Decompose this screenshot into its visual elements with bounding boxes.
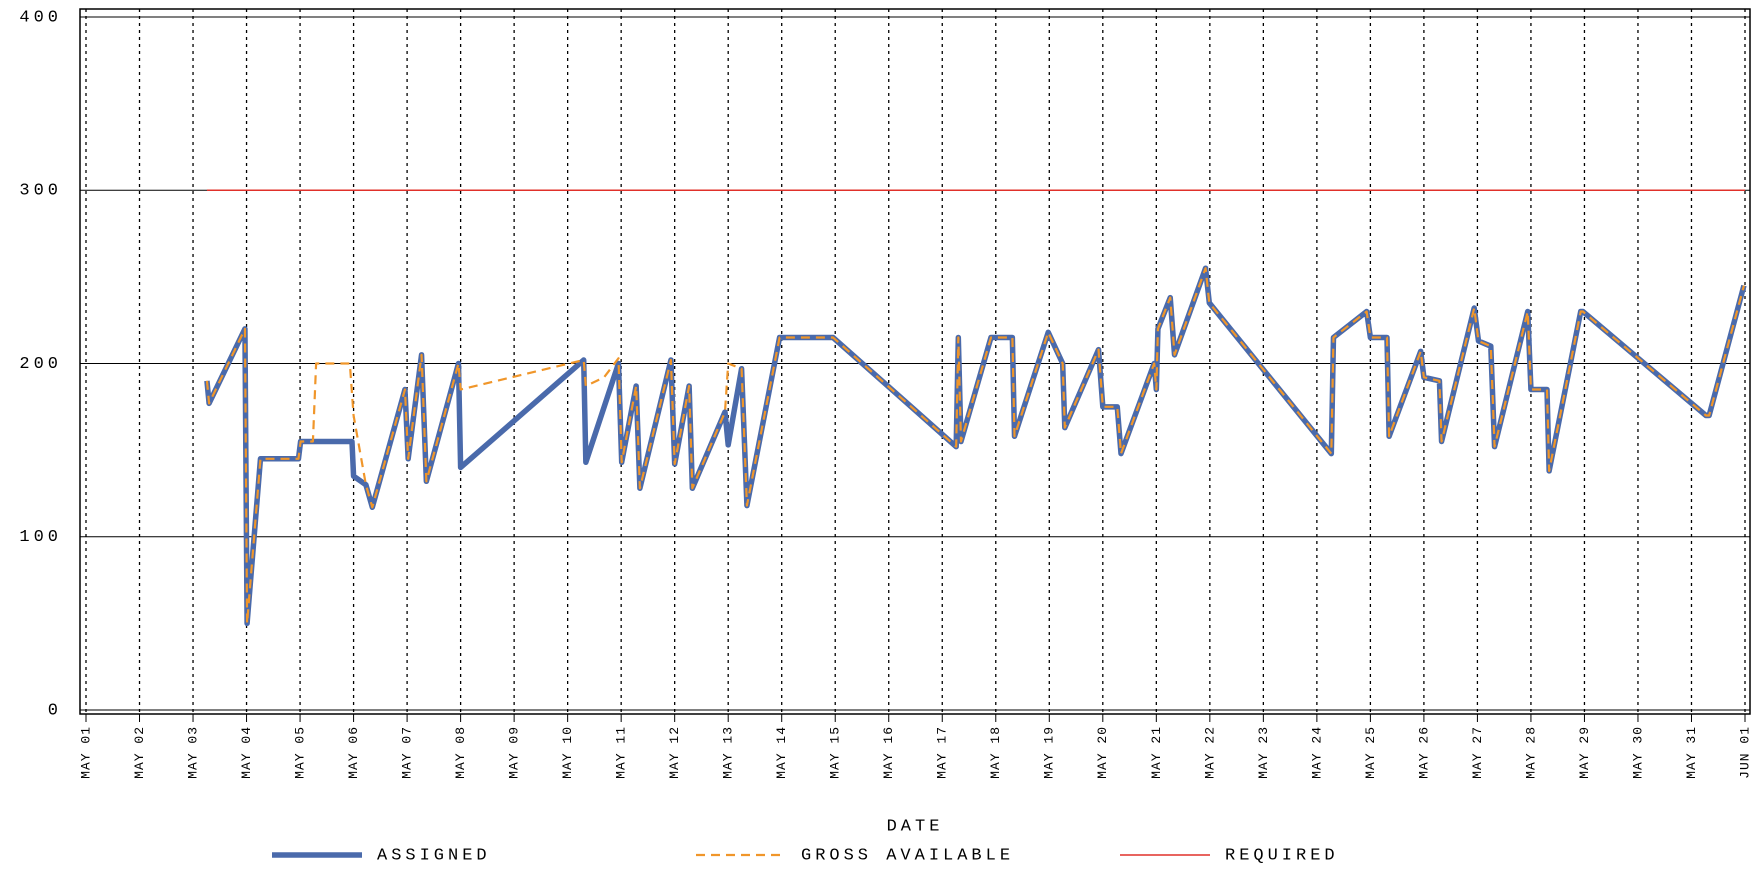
y-tick-label: 300: [19, 182, 62, 201]
x-tick-label: MAY 24: [1309, 726, 1324, 779]
x-tick-label: MAY 30: [1630, 726, 1645, 779]
x-tick-label: MAY 06: [346, 726, 361, 779]
x-tick-label: MAY 10: [560, 726, 575, 779]
x-tick-label: MAY 14: [774, 726, 789, 779]
x-tick-label: MAY 09: [507, 726, 522, 779]
x-tick-label: MAY 03: [185, 726, 200, 779]
plot-frame: [79, 8, 1751, 715]
x-tick-label: MAY 20: [1095, 726, 1110, 779]
x-tick-label: MAY 22: [1202, 726, 1217, 779]
x-tick-label: MAY 23: [1256, 726, 1271, 779]
x-tick-label: MAY 16: [881, 726, 896, 779]
y-tick-label: 200: [19, 355, 62, 374]
x-tick-label: MAY 25: [1363, 726, 1378, 779]
y-tick-label: 100: [19, 528, 62, 547]
series-line: [204, 265, 1747, 627]
y-tick-label: 400: [19, 8, 62, 27]
x-tick-label: MAY 19: [1042, 726, 1057, 779]
x-tick-label: MAY 28: [1523, 726, 1538, 779]
x-tick-label: JUN 01: [1737, 726, 1752, 779]
x-tick-label: MAY 01: [78, 726, 93, 779]
x-tick-label: MAY 08: [453, 726, 468, 779]
y-tick-label: 0: [48, 701, 62, 720]
x-tick-label: MAY 29: [1577, 726, 1592, 779]
legend-label: ASSIGNED: [377, 846, 491, 865]
legend-label: REQUIRED: [1225, 846, 1339, 865]
x-tick-label: MAY 05: [293, 726, 308, 779]
x-tick-label: MAY 07: [400, 726, 415, 779]
legend-label: GROSS AVAILABLE: [801, 846, 1014, 865]
x-tick-label: MAY 21: [1149, 726, 1164, 779]
x-tick-label: MAY 17: [935, 726, 950, 779]
x-tick-label: MAY 27: [1470, 726, 1485, 779]
x-tick-label: MAY 13: [721, 726, 736, 779]
x-tick-label: MAY 11: [614, 726, 629, 779]
x-tick-label: MAY 04: [239, 726, 254, 779]
x-tick-label: MAY 02: [132, 726, 147, 779]
series-line: [205, 267, 1745, 625]
x-tick-label: MAY 31: [1684, 726, 1699, 779]
x-tick-label: MAY 18: [988, 726, 1003, 779]
x-tick-label: MAY 12: [667, 726, 682, 779]
x-tick-label: MAY 26: [1416, 726, 1431, 779]
x-axis-title: DATE: [887, 817, 944, 836]
x-tick-label: MAY 15: [828, 726, 843, 779]
